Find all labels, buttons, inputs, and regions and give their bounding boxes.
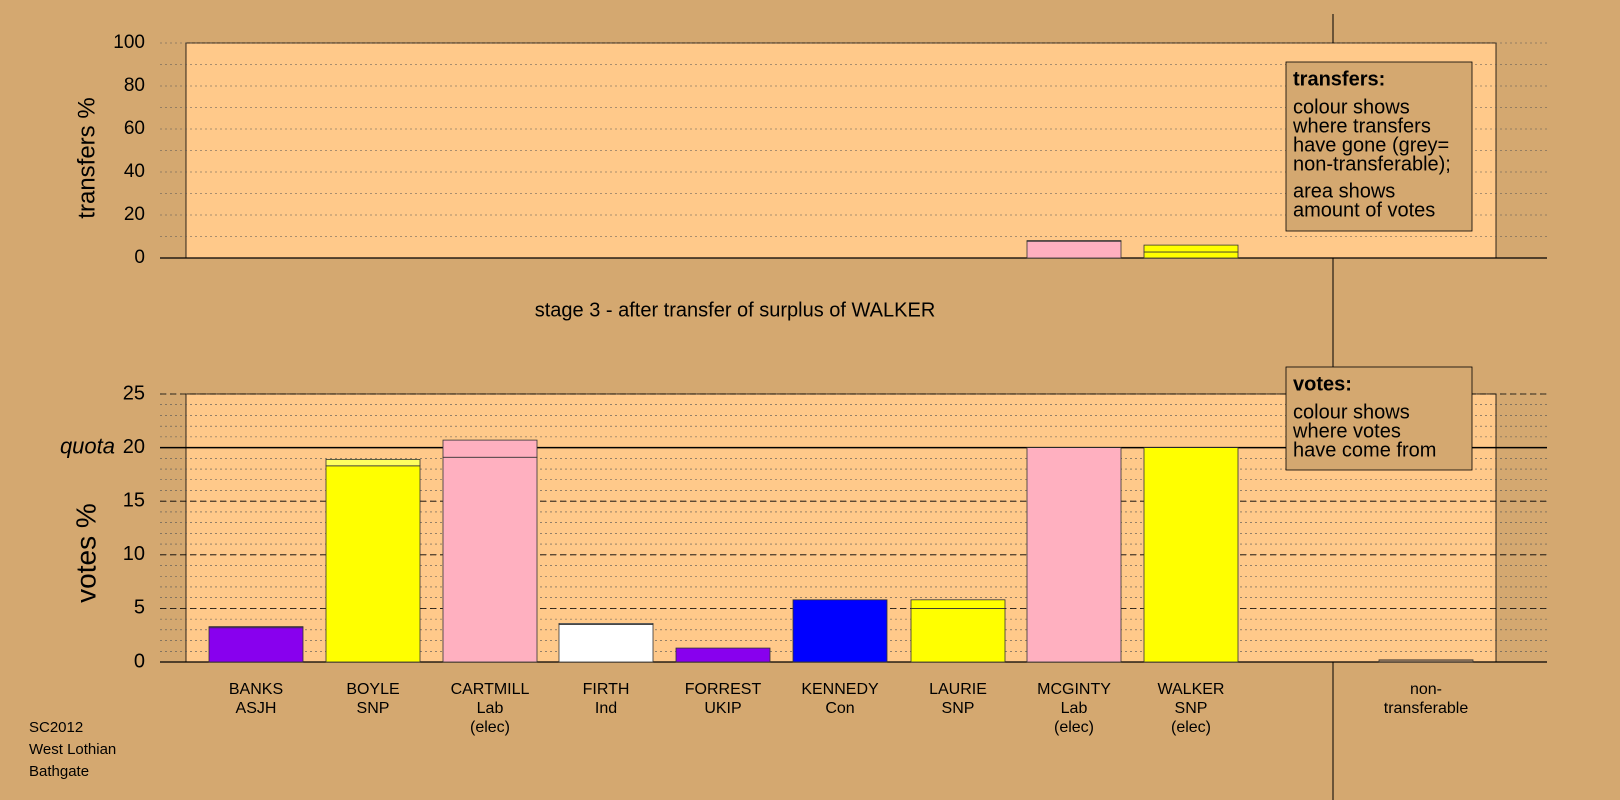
footer-text: Bathgate — [29, 763, 89, 780]
y-tick-label: 10 — [123, 543, 145, 565]
legend-text: have come from — [1293, 439, 1436, 461]
y-tick-label: 100 — [113, 32, 145, 53]
x-tick-label: MCGINTY — [1037, 681, 1111, 698]
bar-segment — [1026, 240, 1122, 259]
quota-label: quota — [60, 433, 115, 458]
legend-title: votes: — [1293, 373, 1352, 395]
y-tick-label: 40 — [124, 161, 145, 182]
x-tick-label: Ind — [595, 700, 617, 717]
y-tick-label: 80 — [124, 75, 145, 96]
x-tick-label: transferable — [1384, 700, 1469, 717]
x-tick-label: ASJH — [236, 700, 277, 717]
y-tick-label: 20 — [123, 436, 145, 458]
x-tick-label: (elec) — [1054, 719, 1094, 736]
y-tick-label: 5 — [134, 597, 145, 619]
legend-text: amount of votes — [1293, 199, 1435, 221]
bar-segment — [1378, 659, 1474, 663]
x-tick-label: Lab — [1061, 700, 1088, 717]
legend-box — [1285, 61, 1473, 232]
x-tick-label: LAURIE — [929, 681, 987, 698]
bar-segment — [910, 599, 1006, 609]
bar-segment — [442, 439, 538, 458]
x-tick-label: CARTMILL — [451, 681, 530, 698]
y-tick-label: 20 — [124, 204, 145, 225]
y-tick-label: 0 — [134, 650, 145, 672]
x-tick-label: BOYLE — [346, 681, 399, 698]
x-tick-label: (elec) — [1171, 719, 1211, 736]
bar-segment — [1143, 244, 1239, 253]
bar-segment — [325, 458, 421, 467]
legend-text: non-transferable); — [1293, 153, 1451, 175]
x-tick-label: SNP — [942, 700, 975, 717]
footer-text: West Lothian — [29, 741, 116, 758]
bar-segment — [442, 456, 538, 663]
legend-box — [1285, 366, 1473, 471]
y-axis-title: votes % — [70, 503, 101, 603]
bar-segment — [325, 465, 421, 663]
legend-text: where votes — [1292, 420, 1401, 442]
bar-segment — [1143, 251, 1239, 259]
y-axis-title: transfers % — [73, 97, 100, 218]
y-tick-label: 60 — [124, 118, 145, 139]
x-tick-label: SNP — [1175, 700, 1208, 717]
bar-segment — [792, 599, 888, 663]
legend-text: where transfers — [1292, 115, 1431, 137]
legend-title: transfers: — [1293, 68, 1385, 90]
x-tick-label: UKIP — [704, 700, 741, 717]
x-tick-label: (elec) — [470, 719, 510, 736]
bar-segment — [558, 623, 654, 625]
bar-segment — [208, 626, 304, 629]
bar-segment — [208, 627, 304, 663]
x-tick-label: Con — [825, 700, 854, 717]
legend-text: colour shows — [1293, 96, 1410, 118]
x-tick-label: non- — [1410, 681, 1442, 698]
legend-text: area shows — [1293, 180, 1395, 202]
footer-text: SC2012 — [29, 719, 83, 736]
bar-segment — [910, 608, 1006, 663]
legend-text: colour shows — [1293, 401, 1410, 423]
x-tick-label: Lab — [477, 700, 504, 717]
x-tick-label: FORREST — [685, 681, 762, 698]
x-tick-label: WALKER — [1158, 681, 1225, 698]
x-tick-label: BANKS — [229, 681, 283, 698]
bar-segment — [558, 624, 654, 663]
bar-segment — [1143, 447, 1239, 663]
y-tick-label: 15 — [123, 489, 145, 511]
y-tick-label: 25 — [123, 382, 145, 404]
x-tick-label: SNP — [357, 700, 390, 717]
legend-text: have gone (grey= — [1293, 134, 1449, 156]
stage-title: stage 3 - after transfer of surplus of W… — [535, 299, 936, 321]
bar-segment — [675, 647, 771, 663]
bar-segment — [1026, 447, 1122, 663]
x-tick-label: KENNEDY — [801, 681, 879, 698]
x-tick-label: FIRTH — [583, 681, 630, 698]
bar-segment — [1026, 240, 1122, 242]
y-tick-label: 0 — [134, 247, 145, 268]
